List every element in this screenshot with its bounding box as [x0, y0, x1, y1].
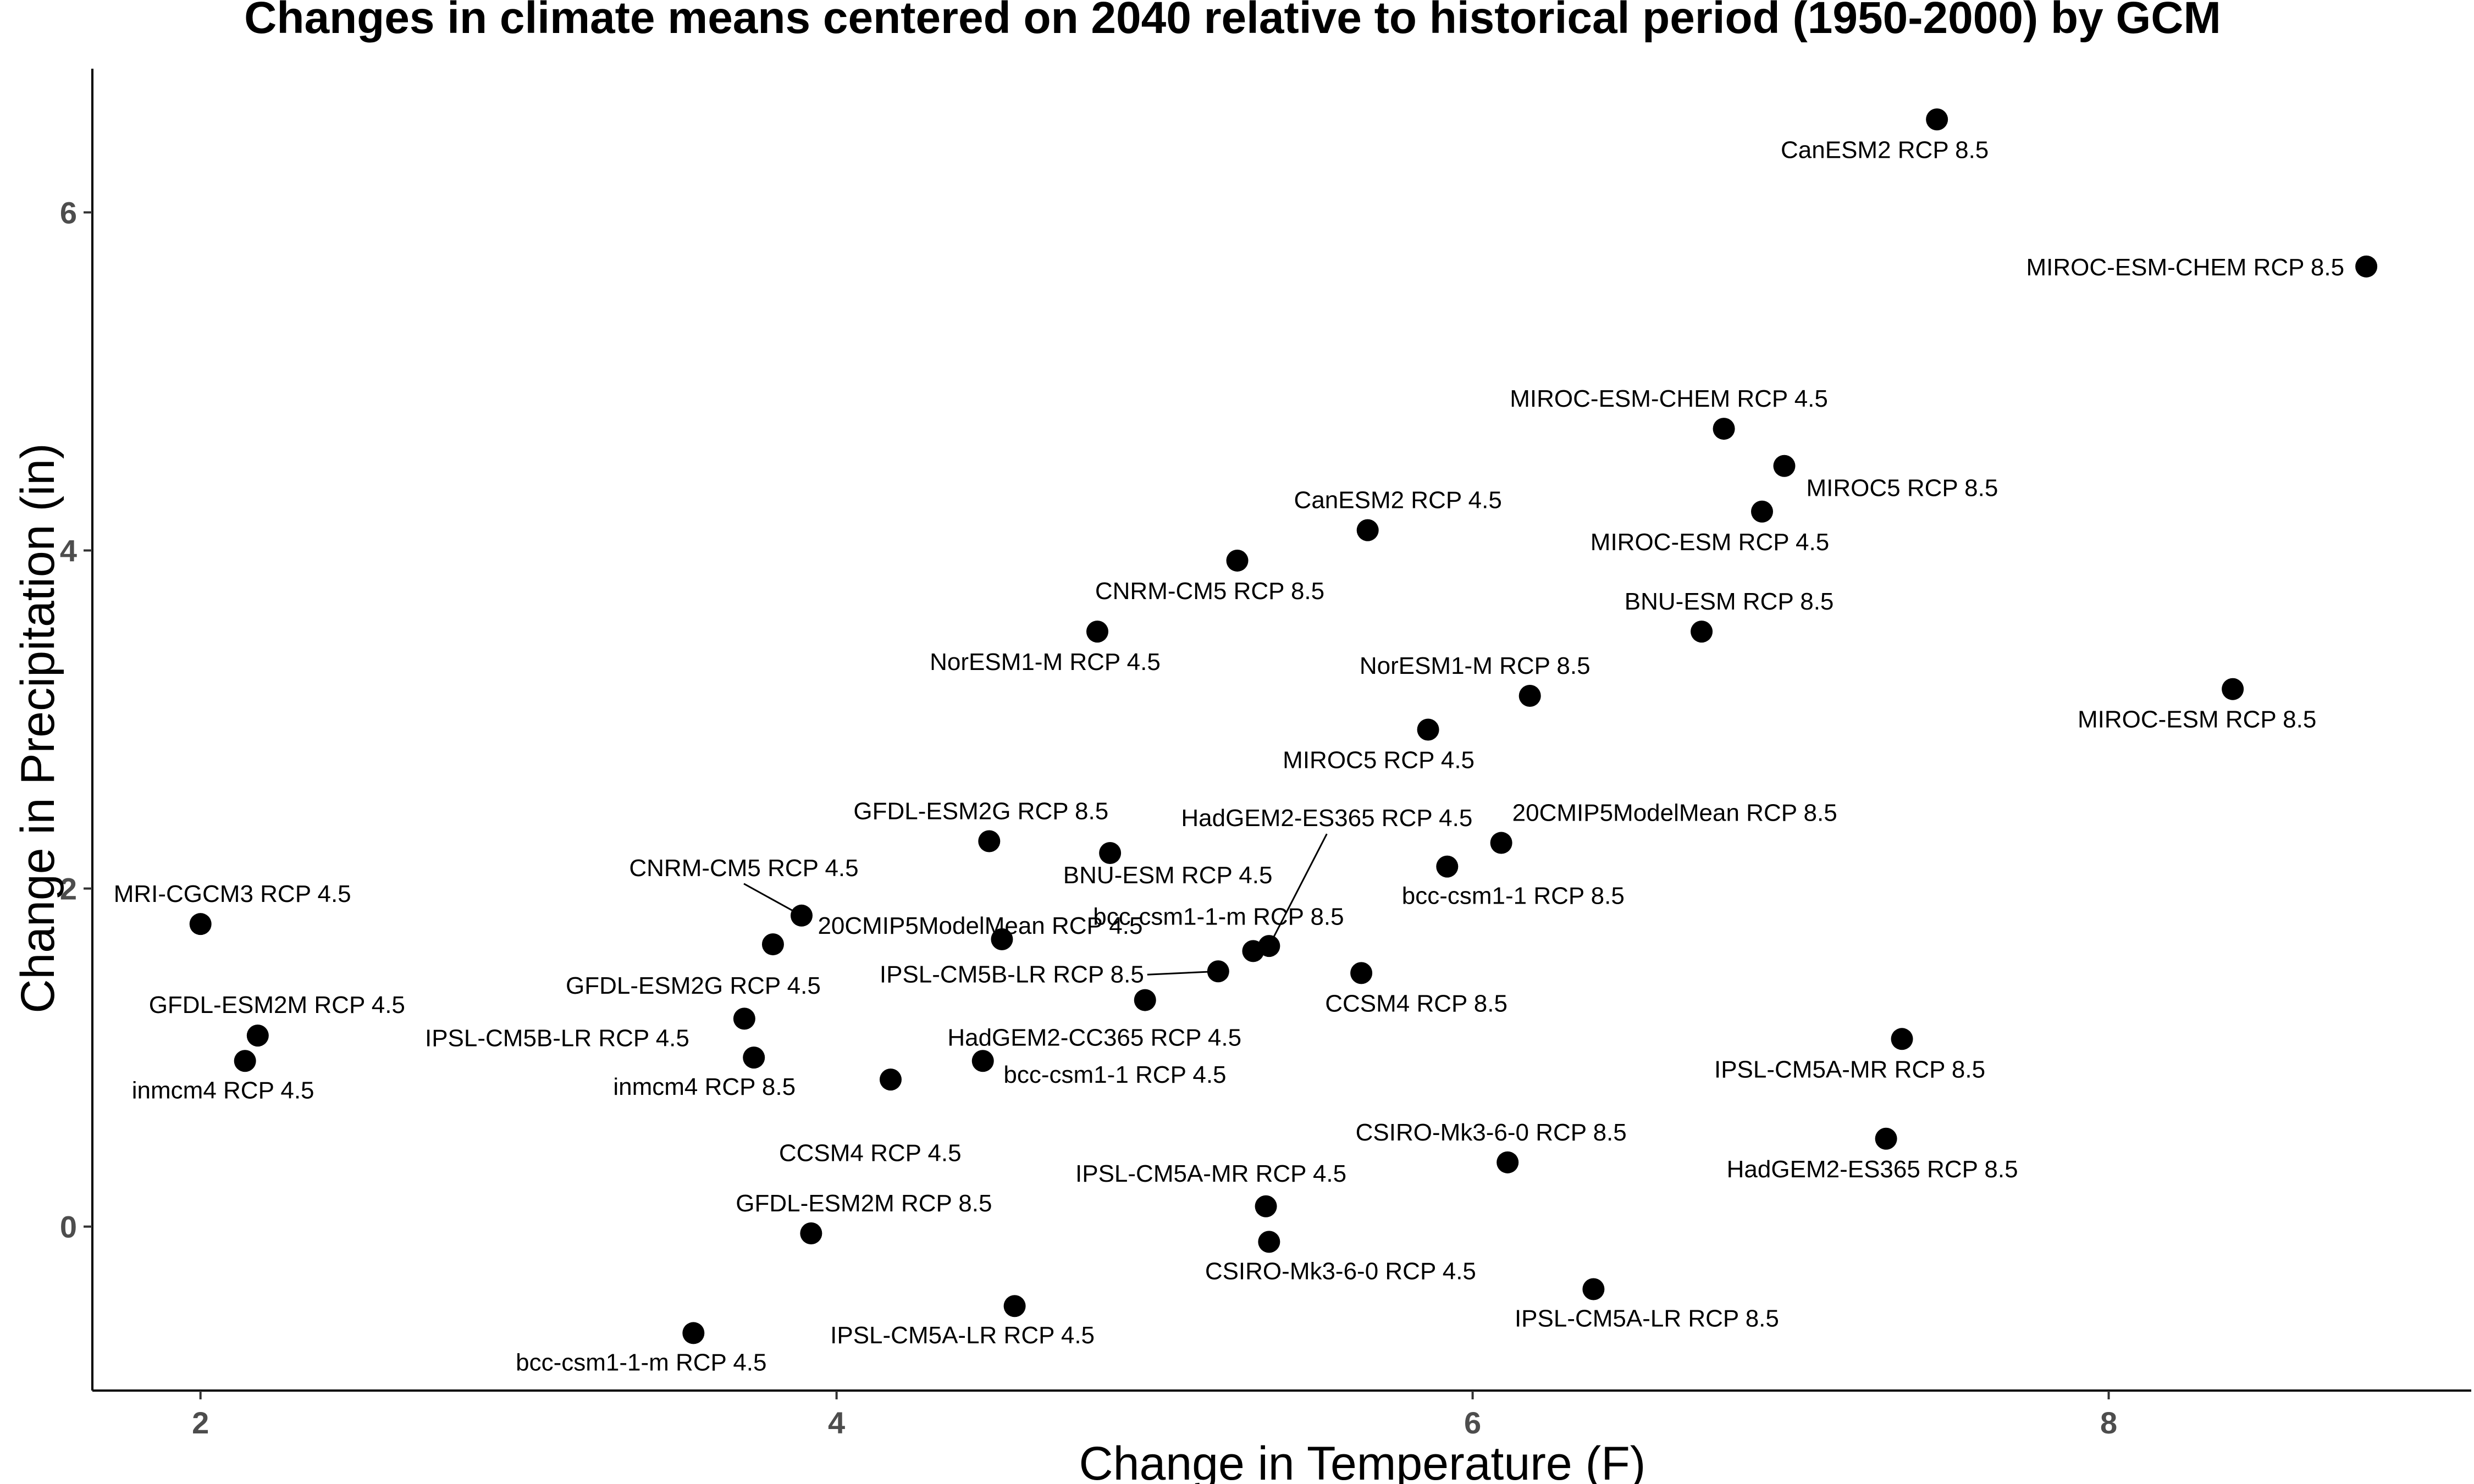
point-label: GFDL-ESM2G RCP 8.5 [853, 798, 1108, 824]
data-point [189, 913, 212, 935]
data-point [1356, 519, 1379, 541]
chart-title: Changes in climate means centered on 204… [244, 0, 2221, 43]
data-point [1582, 1278, 1605, 1300]
point-label: bcc-csm1-1 RCP 8.5 [1402, 883, 1625, 910]
point-label: GFDL-ESM2M RCP 8.5 [736, 1190, 992, 1217]
data-point [1226, 549, 1249, 572]
x-axis-title: Change in Temperature (F) [1079, 1437, 1646, 1484]
x-tick-label: 8 [2100, 1405, 2117, 1440]
data-point [234, 1050, 256, 1072]
data-point [800, 1222, 822, 1244]
data-point [682, 1322, 705, 1344]
data-point [1691, 621, 1713, 643]
data-points [189, 108, 2378, 1344]
data-point [1875, 1127, 1897, 1150]
point-label: IPSL-CM5B-LR RCP 8.5 [880, 961, 1144, 988]
point-label: IPSL-CM5B-LR RCP 4.5 [425, 1025, 689, 1051]
data-point [1773, 455, 1796, 477]
label-connector [1268, 833, 1328, 946]
point-label: BNU-ESM RCP 8.5 [1625, 588, 1834, 615]
point-label: MRI-CGCM3 RCP 4.5 [114, 881, 351, 907]
point-label: IPSL-CM5A-MR RCP 4.5 [1075, 1160, 1346, 1187]
y-tick-label: 0 [60, 1210, 77, 1244]
data-point [2222, 678, 2244, 700]
data-point [2355, 255, 2378, 278]
point-label: bcc-csm1-1 RCP 4.5 [1003, 1061, 1226, 1088]
data-point [1713, 418, 1735, 440]
data-point [733, 1007, 755, 1030]
point-label: inmcm4 RCP 8.5 [613, 1073, 796, 1100]
y-tick-label: 6 [60, 195, 77, 230]
point-label: NorESM1-M RCP 4.5 [930, 649, 1161, 675]
y-axis-title: Change in Precipitation (in) [12, 443, 64, 1013]
data-point [1490, 832, 1512, 854]
point-label: CanESM2 RCP 4.5 [1294, 487, 1502, 514]
y-tick-label: 4 [60, 534, 77, 568]
data-point [1350, 962, 1373, 984]
data-point [791, 904, 813, 927]
point-label: CNRM-CM5 RCP 4.5 [629, 855, 858, 882]
data-point [761, 933, 784, 956]
point-label: BNU-ESM RCP 4.5 [1063, 862, 1273, 889]
point-label: bcc-csm1-1-m RCP 4.5 [516, 1349, 766, 1376]
point-label: CCSM4 RCP 4.5 [779, 1140, 962, 1167]
data-point [743, 1046, 765, 1069]
point-label: CSIRO-Mk3-6-0 RCP 8.5 [1356, 1119, 1627, 1146]
data-point [1134, 989, 1156, 1011]
data-point [1258, 1231, 1280, 1253]
point-label: MIROC-ESM RCP 4.5 [1591, 529, 1829, 556]
x-tick-label: 2 [192, 1405, 209, 1440]
data-point [1086, 621, 1108, 643]
point-label: IPSL-CM5A-LR RCP 4.5 [830, 1322, 1095, 1349]
point-label: HadGEM2-ES365 RCP 4.5 [1181, 805, 1472, 832]
y-tick-label: 2 [60, 872, 77, 906]
point-label: MIROC5 RCP 4.5 [1283, 747, 1475, 774]
data-point [1242, 940, 1264, 962]
data-point [1417, 718, 1439, 741]
point-label: GFDL-ESM2G RCP 4.5 [566, 972, 821, 999]
point-label: HadGEM2-ES365 RCP 8.5 [1727, 1156, 2018, 1183]
point-labels: CanESM2 RCP 8.5 MIROC-ESM-CHEM RCP 8.5 MIR… [114, 136, 2344, 1376]
data-point [1750, 500, 1773, 523]
data-point [991, 928, 1013, 950]
data-point [1518, 684, 1541, 707]
point-label: MIROC-ESM-CHEM RCP 8.5 [2026, 254, 2345, 281]
data-point [1003, 1295, 1026, 1317]
x-tick-label: 4 [828, 1405, 845, 1440]
data-point [1099, 842, 1122, 865]
point-label: 20CMIP5ModelMean RCP 4.5 [818, 912, 1142, 939]
point-label: bcc-csm1-1-m RCP 8.5 [1093, 903, 1344, 930]
data-point [1207, 960, 1229, 983]
point-label: NorESM1-M RCP 8.5 [1360, 652, 1591, 679]
data-point [1436, 855, 1459, 878]
point-label: HadGEM2-CC365 RCP 4.5 [947, 1024, 1241, 1051]
point-label: CNRM-CM5 RCP 8.5 [1095, 578, 1324, 605]
point-label: GFDL-ESM2M RCP 4.5 [149, 992, 405, 1018]
point-label: IPSL-CM5A-LR RCP 8.5 [1515, 1305, 1779, 1332]
point-label: inmcm4 RCP 4.5 [132, 1077, 314, 1104]
data-point [246, 1025, 269, 1047]
data-point [1255, 1195, 1277, 1217]
data-point [971, 1050, 994, 1072]
point-label: IPSL-CM5A-MR RCP 8.5 [1714, 1056, 1985, 1083]
data-point [1496, 1151, 1519, 1173]
point-label: CSIRO-Mk3-6-0 RCP 4.5 [1205, 1258, 1476, 1284]
point-label: MIROC5 RCP 8.5 [1806, 475, 1998, 502]
point-label: CanESM2 RCP 8.5 [1781, 136, 1989, 163]
data-point [879, 1068, 902, 1091]
label-connector [1147, 970, 1218, 976]
point-label: MIROC-ESM-CHEM RCP 4.5 [1510, 385, 1828, 412]
data-point [1926, 108, 1948, 131]
axes: 2 4 6 8 0 2 4 6 [60, 69, 2471, 1440]
point-label: CCSM4 RCP 8.5 [1325, 990, 1507, 1017]
data-point [1891, 1028, 1913, 1050]
x-tick-label: 6 [1464, 1405, 1481, 1440]
data-point [978, 830, 1001, 852]
point-label: 20CMIP5ModelMean RCP 8.5 [1512, 800, 1837, 827]
point-label: MIROC-ESM RCP 8.5 [2078, 706, 2316, 733]
